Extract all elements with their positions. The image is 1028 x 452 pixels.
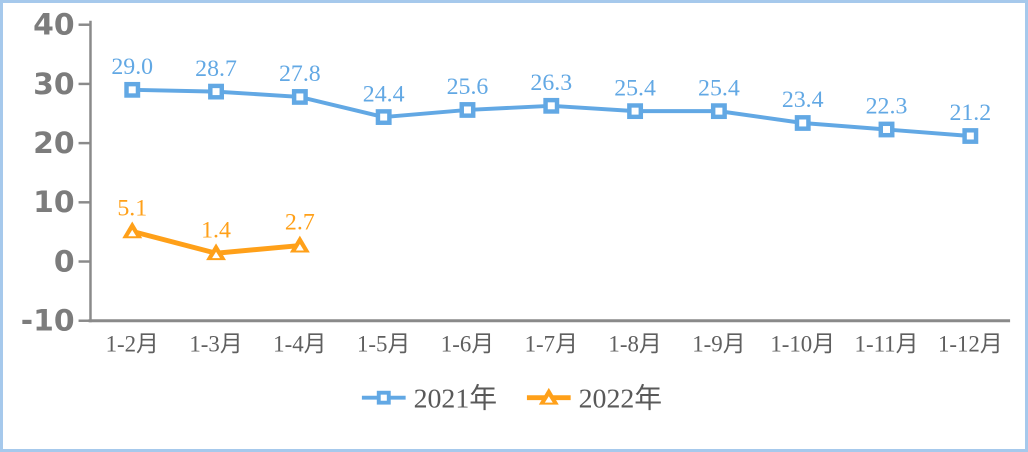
data-label: 23.4 — [782, 87, 824, 113]
marker-inner — [380, 394, 387, 401]
data-label: 27.8 — [279, 61, 321, 87]
x-axis-tick-label: 1-4月 — [273, 331, 326, 356]
data-label: 21.2 — [949, 100, 991, 126]
series-2022年: 5.1 1.4 2.7 — [117, 196, 315, 261]
marker-inner — [799, 119, 807, 127]
data-point-marker — [289, 235, 310, 253]
marker-inner — [212, 88, 220, 96]
data-label: 24.4 — [363, 81, 405, 107]
y-axis-tick-label: 10 — [33, 185, 74, 220]
y-axis-tick-label: 30 — [33, 67, 74, 102]
x-axis-tick-label: 1-3月 — [189, 331, 242, 356]
y-axis-tick-label: -10 — [21, 304, 75, 339]
x-axis-tick-label: 1-7月 — [525, 331, 578, 356]
x-axis-tick-label: 1-5月 — [357, 331, 410, 356]
data-label: 29.0 — [111, 54, 153, 80]
legend-label: 2022年 — [579, 383, 662, 414]
data-label: 26.3 — [530, 70, 572, 96]
marker-inner — [128, 86, 136, 94]
marker-inner — [463, 106, 471, 114]
marker-inner — [544, 396, 553, 403]
axes: 40 30 20 10 0 -10 1-2月 1-3月 1-4月 1-5月 1-6月 1-7月 1-8月… — [21, 8, 1011, 356]
marker-inner — [715, 107, 723, 115]
series-2021年: 29.0 28.7 27.8 24.4 25.6 26.3 25.4 25.4 23.4 22.3… — [111, 54, 991, 144]
marker-inner — [380, 113, 388, 121]
marker-inner — [128, 229, 137, 237]
y-axis-tick-label: 0 — [54, 244, 75, 279]
data-label: 22.3 — [866, 94, 908, 120]
marker-inner — [547, 102, 555, 110]
x-axis-tick-label: 1-6月 — [441, 331, 494, 356]
x-axis-tick-label: 1-12月 — [938, 331, 1003, 356]
marker-inner — [212, 251, 221, 259]
x-axis-tick-label: 1-8月 — [608, 331, 661, 356]
legend-item-2022年: 2022年 — [526, 383, 662, 414]
legend-label: 2021年 — [414, 383, 497, 414]
line-chart: 40 30 20 10 0 -10 1-2月 1-3月 1-4月 1-5月 1-6月 1-7月 1-8月… — [21, 8, 1011, 414]
data-label: 25.4 — [698, 75, 740, 101]
legend-item-2021年: 2021年 — [361, 383, 497, 414]
x-axis-tick-label: 1-9月 — [692, 331, 745, 356]
marker-inner — [631, 107, 639, 115]
marker-inner — [295, 244, 304, 251]
x-axis-tick-label: 1-10月 — [770, 331, 835, 356]
x-axis-tick-label: 1-2月 — [106, 331, 159, 356]
x-axis-tick-label: 1-11月 — [855, 331, 919, 356]
data-label: 25.4 — [614, 75, 656, 101]
y-axis-tick-label: 40 — [33, 8, 74, 43]
data-label: 5.1 — [117, 196, 147, 222]
data-label: 2.7 — [285, 210, 315, 236]
data-label: 28.7 — [195, 56, 237, 82]
data-label: 25.6 — [447, 74, 489, 100]
marker-inner — [883, 126, 891, 133]
chart-legend: 2021年 2022年 — [361, 383, 662, 414]
y-axis-tick-label: 20 — [33, 126, 74, 161]
marker-inner — [296, 93, 304, 101]
data-label: 1.4 — [201, 218, 231, 244]
marker-inner — [966, 132, 974, 140]
